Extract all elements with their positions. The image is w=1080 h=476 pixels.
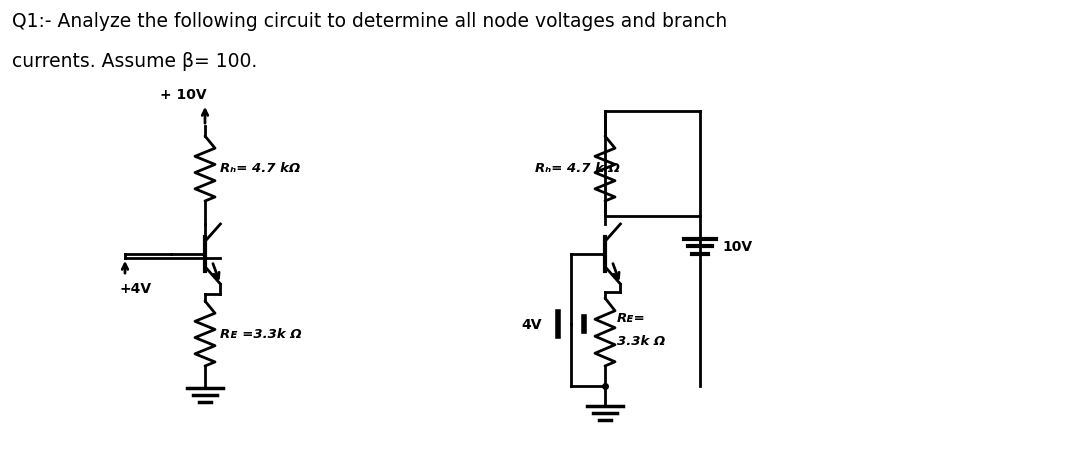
Text: Rₕ= 4.7 k Ω: Rₕ= 4.7 k Ω [535, 162, 620, 175]
Text: 4V: 4V [521, 317, 541, 331]
Text: currents. Assume β= 100.: currents. Assume β= 100. [12, 52, 257, 71]
Text: 3.3k Ω: 3.3k Ω [617, 335, 665, 348]
Text: +4V: +4V [120, 281, 152, 296]
Text: + 10V: + 10V [160, 88, 206, 102]
Text: Q1:- Analyze the following circuit to determine all node voltages and branch: Q1:- Analyze the following circuit to de… [12, 12, 727, 31]
Text: 10V: 10V [723, 239, 752, 253]
Text: Rᴇ=: Rᴇ= [617, 312, 646, 325]
Text: Rₕ= 4.7 kΩ: Rₕ= 4.7 kΩ [220, 162, 300, 175]
Text: Rᴇ =3.3k Ω: Rᴇ =3.3k Ω [220, 328, 301, 341]
